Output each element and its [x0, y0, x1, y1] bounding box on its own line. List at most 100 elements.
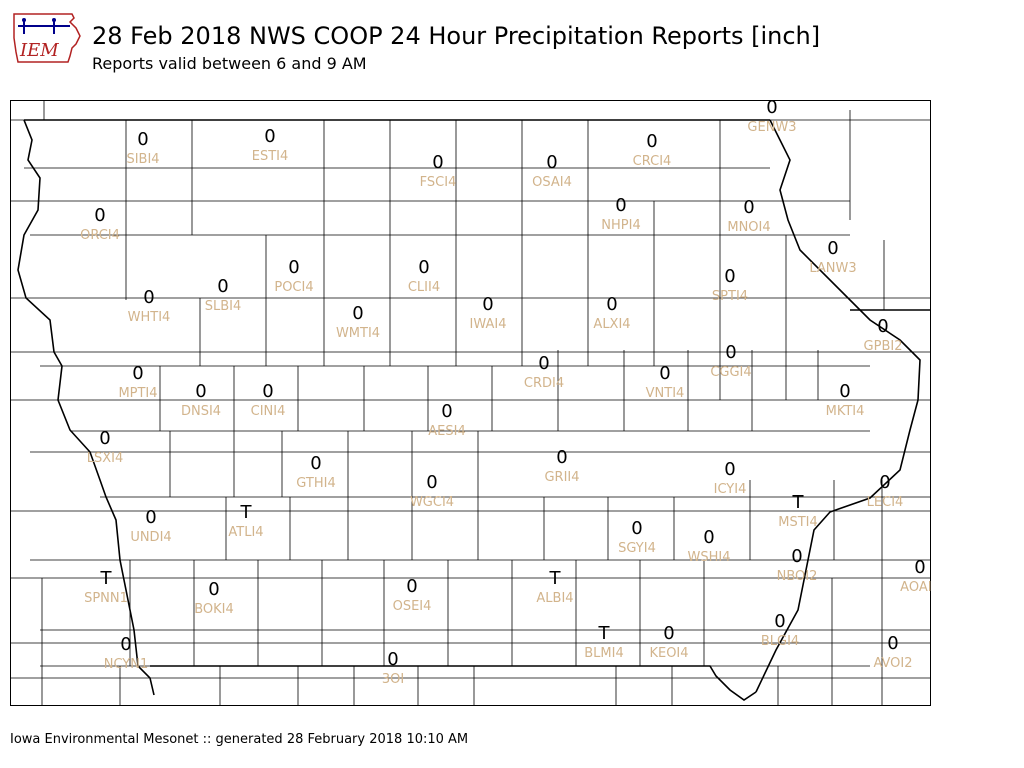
station-value: 0 [877, 316, 888, 337]
station-value: 0 [418, 257, 429, 278]
station-id: VNTI4 [646, 386, 685, 401]
station-leci4: 0 LECI4 [867, 472, 904, 510]
footer-credit: Iowa Environmental Mesonet :: generated … [10, 732, 469, 747]
station-value: T [549, 568, 562, 589]
station-value: 0 [879, 472, 890, 493]
station-aoai2: 0 AOAI2 [900, 557, 931, 595]
station-albi4: T ALBI4 [536, 568, 573, 606]
station-value: T [100, 568, 113, 589]
station-id: SPTI4 [712, 289, 748, 304]
station-vnti4: 0 VNTI4 [646, 363, 685, 401]
station-id: SLBI4 [205, 299, 242, 314]
station-esti4: 0 ESTI4 [252, 126, 289, 164]
station-aesi4: 0 AESI4 [428, 401, 465, 439]
station-labels: 0 SIBI4 0 ESTI4 0 FSCI4 0 OSAI4 0 CRCI4 0 GENW3 0 ORC… [80, 100, 931, 687]
station-mkti4: 0 MKTI4 [826, 381, 865, 419]
page-subtitle: Reports valid between 6 and 9 AM [92, 54, 367, 73]
station-id: SPNN1 [84, 591, 128, 606]
station-value: 0 [217, 276, 228, 297]
station-icyi4: 0 ICYI4 [714, 459, 747, 497]
station-id: AOAI2 [900, 580, 931, 595]
station-id: MKTI4 [826, 404, 865, 419]
station-value: 0 [766, 100, 777, 118]
station-value: 0 [606, 294, 617, 315]
station-value: 0 [914, 557, 925, 578]
station-value: 0 [143, 287, 154, 308]
station-id: BLGI4 [761, 634, 799, 649]
station-id: KEOI4 [649, 646, 688, 661]
station-grii4: 0 GRII4 [544, 447, 579, 485]
station-id: LSXI4 [87, 451, 124, 466]
station-keoi4: 0 KEOI4 [649, 623, 688, 661]
station-value: 0 [264, 126, 275, 147]
iowa-south-border [150, 665, 757, 701]
station-value: 0 [538, 353, 549, 374]
station-value: 0 [99, 428, 110, 449]
station-value: 0 [482, 294, 493, 315]
station-id: MPTI4 [118, 386, 157, 401]
station-value: 0 [615, 195, 626, 216]
station-value: 0 [387, 649, 398, 670]
station-id: FSCI4 [420, 175, 457, 190]
station-value: 0 [659, 363, 670, 384]
station-value: 0 [663, 623, 674, 644]
station-nboi2: 0 NBOI2 [777, 546, 818, 584]
station-id: IWAI4 [470, 317, 507, 332]
station-id: ALBI4 [536, 591, 573, 606]
station-lsxi4: 0 LSXI4 [87, 428, 124, 466]
station-id: SIBI4 [126, 152, 159, 167]
station-id: NBOI2 [777, 569, 818, 584]
station-id: ATLI4 [228, 525, 263, 540]
station-id: GRII4 [544, 470, 579, 485]
station-mpti4: 0 MPTI4 [118, 363, 157, 401]
station-value: 0 [288, 257, 299, 278]
station-id: POCI4 [274, 280, 313, 295]
station-value: 0 [724, 459, 735, 480]
station-iwai4: 0 IWAI4 [470, 294, 507, 332]
station-id: ORCI4 [80, 228, 120, 243]
station-id: WHTI4 [128, 310, 171, 325]
station-wshi4: 0 WSHI4 [688, 527, 731, 565]
station-msti4: T MSTI4 [778, 492, 818, 530]
station-value: T [598, 623, 611, 644]
state-borders [17, 119, 930, 701]
station-id: MSTI4 [778, 515, 818, 530]
station-value: 0 [310, 453, 321, 474]
station-value: 0 [725, 342, 736, 363]
station-id: AESI4 [428, 424, 465, 439]
station-cini4: 0 CINI4 [251, 381, 286, 419]
station-genw3: 0 GENW3 [747, 100, 796, 135]
station-value: 0 [262, 381, 273, 402]
station-slbi4: 0 SLBI4 [205, 276, 242, 314]
station-whti4: 0 WHTI4 [128, 287, 171, 325]
station-id: WMTI4 [336, 326, 380, 341]
logo-text: IEM [19, 40, 59, 61]
station-value: 0 [791, 546, 802, 567]
station-value: 0 [406, 576, 417, 597]
station-value: 0 [556, 447, 567, 468]
station-value: 0 [839, 381, 850, 402]
station-crci4: 0 CRCI4 [633, 131, 672, 169]
station-osei4: 0 OSEI4 [393, 576, 432, 614]
station-value: 0 [145, 507, 156, 528]
station-dnsi4: 0 DNSI4 [181, 381, 221, 419]
station-id: CRCI4 [633, 154, 672, 169]
station-atli4: T ATLI4 [228, 502, 263, 540]
station-value: 0 [94, 205, 105, 226]
station-value: 0 [195, 381, 206, 402]
station-id: WSHI4 [688, 550, 731, 565]
station-value: 0 [132, 363, 143, 384]
station-spti4: 0 SPTI4 [712, 266, 748, 304]
station-value: 0 [441, 401, 452, 422]
station-id: BLMI4 [584, 646, 623, 661]
station-id: OSEI4 [393, 599, 432, 614]
station-clii4: 0 CLII4 [408, 257, 440, 295]
station-avoi2: 0 AVOI2 [873, 633, 912, 671]
station-id: NHPI4 [601, 218, 640, 233]
station-id: MNOI4 [727, 220, 770, 235]
station-value: T [792, 492, 805, 513]
station-value: 0 [432, 152, 443, 173]
station-poci4: 0 POCI4 [274, 257, 313, 295]
station-id: UNDI4 [130, 530, 171, 545]
